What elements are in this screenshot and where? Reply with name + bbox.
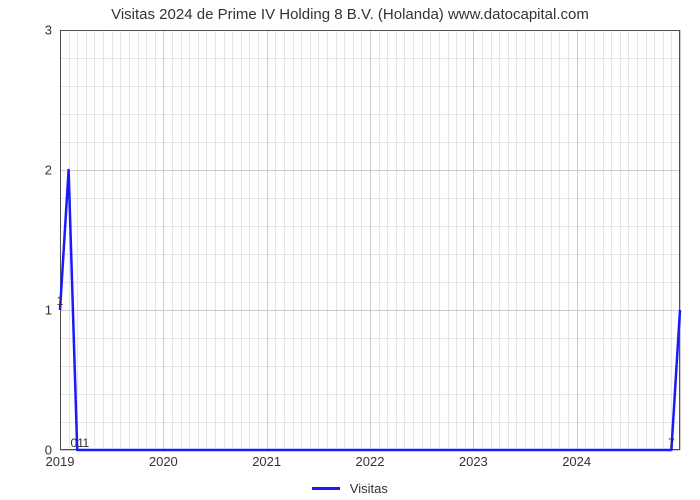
data-point-label: 1 <box>57 294 64 308</box>
legend-label: Visitas <box>350 481 388 496</box>
x-tick-label: 2023 <box>459 454 488 469</box>
plot-area <box>60 30 680 450</box>
data-point-label: 1 <box>82 436 89 450</box>
chart-container: Visitas 2024 de Prime IV Holding 8 B.V. … <box>0 0 700 500</box>
x-tick-label: 2019 <box>46 454 75 469</box>
legend-swatch <box>312 487 340 490</box>
grid-major-v <box>680 30 681 450</box>
y-tick-label: 0 <box>0 443 52 458</box>
y-tick-label: 3 <box>0 23 52 38</box>
y-tick-label: 2 <box>0 163 52 178</box>
chart-title: Visitas 2024 de Prime IV Holding 8 B.V. … <box>0 6 700 23</box>
x-tick-label: 2024 <box>562 454 591 469</box>
y-tick-label: 1 <box>0 303 52 318</box>
series-line <box>60 170 680 450</box>
x-tick-label: 2021 <box>252 454 281 469</box>
line-layer <box>60 30 680 450</box>
x-tick-label: 2022 <box>356 454 385 469</box>
x-tick-label: 2020 <box>149 454 178 469</box>
data-point-label: 7 <box>668 436 675 450</box>
legend: Visitas <box>0 480 700 496</box>
